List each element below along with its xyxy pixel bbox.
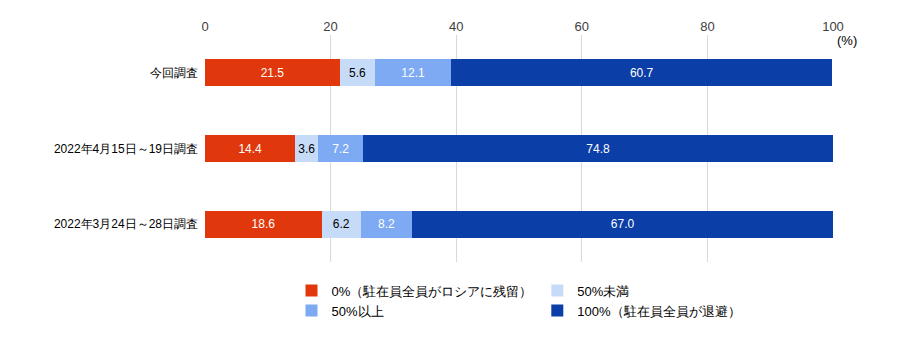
svg-text:21.5: 21.5 xyxy=(261,66,285,80)
svg-text:0%（駐在員全員がロシアに残留）: 0%（駐在員全員がロシアに残留） xyxy=(332,284,533,299)
svg-text:8.2: 8.2 xyxy=(378,217,395,231)
svg-text:60.7: 60.7 xyxy=(630,66,654,80)
svg-text:7.2: 7.2 xyxy=(332,142,349,156)
svg-text:14.4: 14.4 xyxy=(238,142,262,156)
svg-text:20: 20 xyxy=(323,19,337,34)
svg-text:2022年4月15日～19日調査: 2022年4月15日～19日調査 xyxy=(54,142,198,156)
svg-text:50%未満: 50%未満 xyxy=(577,284,629,299)
svg-text:67.0: 67.0 xyxy=(611,217,635,231)
svg-text:80: 80 xyxy=(700,19,714,34)
svg-text:60: 60 xyxy=(575,19,589,34)
svg-text:40: 40 xyxy=(449,19,463,34)
svg-text:0: 0 xyxy=(201,19,208,34)
svg-text:100: 100 xyxy=(822,19,844,34)
svg-text:12.1: 12.1 xyxy=(401,66,425,80)
svg-text:100%（駐在員全員が退避）: 100%（駐在員全員が退避） xyxy=(577,304,740,319)
svg-text:(%): (%) xyxy=(837,33,857,48)
svg-text:18.6: 18.6 xyxy=(252,217,276,231)
svg-text:50%以上: 50%以上 xyxy=(332,304,384,319)
svg-text:5.6: 5.6 xyxy=(349,66,366,80)
svg-text:2022年3月24日～28日調査: 2022年3月24日～28日調査 xyxy=(54,217,198,231)
svg-text:3.6: 3.6 xyxy=(298,142,315,156)
svg-text:74.8: 74.8 xyxy=(586,142,610,156)
svg-text:6.2: 6.2 xyxy=(333,217,350,231)
svg-text:今回調査: 今回調査 xyxy=(150,66,198,80)
